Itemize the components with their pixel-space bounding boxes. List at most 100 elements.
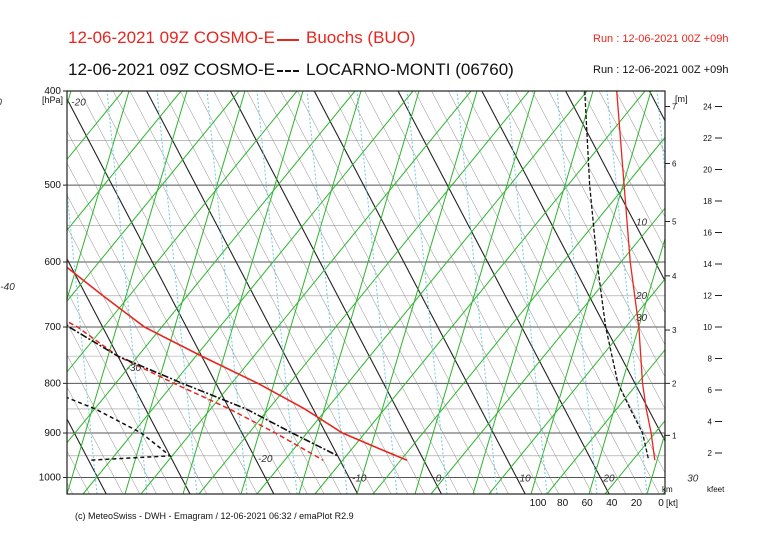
height-kfeet-label: 24 [703,103,712,112]
mixing-ratio-line [356,91,398,494]
height-kfeet-label: 14 [703,260,712,269]
legend-swatch-buochs [277,39,299,41]
isotherm-line [531,91,665,346]
height-km-label: 3 [672,326,677,335]
wind-tick-label: 40 [606,498,618,509]
footer-credit: (c) MeteoSwiss - DWH - Emagram / 12-06-2… [75,511,354,521]
isotherm-label: -40 [0,282,15,293]
mixing-ratio-line [156,91,198,494]
isotherm-line [313,91,526,494]
pressure-unit-label: [hPa] [42,95,63,105]
dry-adiabat-line [546,349,665,494]
isotherm-line [146,91,359,494]
dry-adiabat-line [604,419,665,494]
height-kfeet-label: 20 [703,166,712,175]
isotherm-line [67,386,124,494]
isotherm-line [280,91,492,494]
isotherm-line [129,91,342,494]
isotherm-line [565,91,665,282]
isotherm-label: -30 [127,363,142,374]
pressure-tick-label: 800 [44,378,61,389]
dry-adiabat-line [314,91,646,494]
mixing-ratio-line [656,91,665,177]
mixing-ratio-line [306,91,348,494]
height-kfeet-unit: kfeet [707,485,725,494]
isotherm-line [615,91,665,186]
mixing-ratio-line [406,91,448,494]
isotherm-line [582,91,665,250]
mixing-ratio-label: 30 [636,313,648,324]
temperature-profile-buochs [67,266,408,461]
dry-adiabat-line [256,91,588,494]
dry-adiabat-line [414,91,536,494]
isotherm-line [163,91,375,494]
legend-label-buochs: Buochs (BUO) [306,28,416,47]
wind-tick-label: 100 [530,498,547,509]
dry-adiabat-line [198,91,530,494]
dry-adiabat-line [298,91,420,494]
dry-adiabat-line [67,91,240,302]
isotherm-line [67,290,174,494]
isotherm-line [683,91,766,494]
height-m-label: [m] [675,94,688,104]
isotherm-line [431,91,643,494]
mixing-ratio-line [606,91,648,494]
height-kfeet-label: 18 [703,197,712,206]
isotherm-line [67,226,208,494]
wind-unit-label: [kt] [666,498,678,508]
isotherm-line [229,91,442,494]
isotherm-line [67,162,241,494]
isotherm-label: -30 [0,97,2,108]
dry-adiabat-line [82,91,414,494]
isotherm-line [498,91,665,410]
dry-adiabat-line [662,490,665,494]
height-kfeet-label: 8 [708,355,713,364]
isotherm-line [67,417,107,494]
isotherm-line [397,91,610,494]
dewpoint-profile-locarno [67,396,173,461]
dry-adiabat-line [140,91,472,494]
height-kfeet-label: 10 [703,323,712,332]
dry-adiabat-line [430,207,665,494]
dry-adiabat-line [705,91,766,494]
isotherm-line [263,91,476,494]
isotherm-line [716,91,766,494]
height-kfeet-label: 12 [703,292,712,301]
wind-tick-label: 0 [658,498,664,509]
dry-adiabat-line [67,91,182,232]
height-km-label: 1 [672,431,677,440]
run-label-buochs: Run : 12-06-2021 00Z +09h [593,33,729,45]
wind-tick-label: 80 [557,498,569,509]
legend-swatch-locarno [277,70,299,72]
mixing-ratio-label: 20 [635,291,648,302]
isotherm-line [67,354,140,494]
isotherm-label: 30 [687,473,699,484]
isotherm-line [67,322,157,494]
wind-tick-label: 20 [631,498,643,509]
height-km-label: 4 [672,272,677,281]
isotherm-line [67,194,224,494]
plot-area [67,91,766,494]
isotherm-line [246,91,459,494]
isotherm-line [448,91,660,494]
pressure-tick-label: 500 [44,180,61,191]
run-label-locarno: Run : 12-06-2021 00Z +09h [593,64,729,76]
isotherm-line [347,91,559,494]
isotherm-line [481,91,665,442]
isotherm-label: 10 [520,473,532,484]
dry-adiabat-line [124,91,246,494]
mixing-ratio-line [256,91,298,494]
isotherm-label: 0 [436,473,442,484]
isotherm-line [414,91,627,494]
dry-adiabat-line [372,136,665,494]
isotherm-label: -20 [258,454,273,465]
dry-adiabat-line [530,91,652,494]
legend-label-locarno: LOCARNO-MONTI (06760) [306,60,514,79]
pressure-tick-label: 700 [44,322,61,333]
dry-adiabat-line [182,91,304,494]
height-kfeet-label: 2 [708,449,713,458]
pressure-tick-label: 600 [44,257,61,268]
height-km-label: 6 [672,159,677,168]
pressure-tick-label: 1000 [39,472,62,483]
